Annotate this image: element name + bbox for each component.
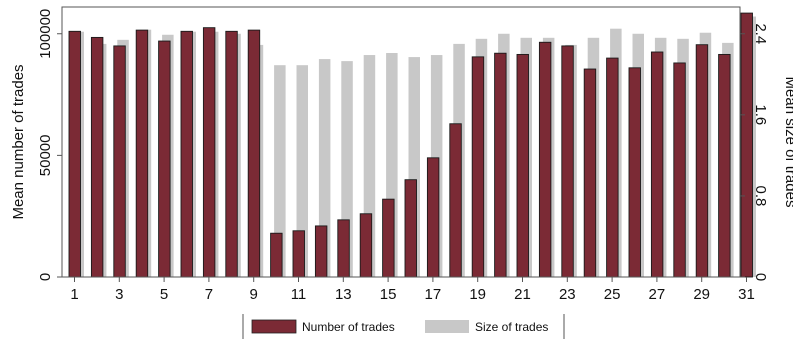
x-tick-label-21: 21	[514, 286, 531, 303]
legend-label-number-of-trades: Number of trades	[302, 320, 395, 334]
bar-number-of-trades-20	[494, 52, 507, 278]
bar-size-of-trades-14	[363, 55, 376, 277]
bar-number-of-trades-19	[471, 56, 485, 278]
bar-number-of-trades-13	[337, 219, 350, 278]
y-left-tick-label-100000: 100000	[37, 9, 54, 59]
bar-number-of-trades-27	[650, 51, 664, 278]
y-right-tick-label-0.8: 0.8	[752, 185, 769, 206]
x-tick-label-27: 27	[649, 286, 666, 303]
bar-number-of-trades-22	[538, 41, 552, 278]
bar-number-of-trades-17	[426, 157, 440, 278]
y-left-tick-label-0: 0	[37, 273, 54, 281]
x-tick-label-13: 13	[335, 286, 352, 303]
y-right-tick-label-1.6: 1.6	[752, 104, 769, 125]
bars-layer	[68, 12, 756, 278]
bar-number-of-trades-7	[202, 27, 216, 278]
bar-number-of-trades-18	[449, 123, 462, 278]
legend-swatch-number-of-trades	[251, 319, 297, 334]
x-tick-label-7: 7	[205, 286, 213, 303]
bar-size-of-trades-11	[296, 65, 308, 278]
bar-number-of-trades-16	[404, 179, 417, 278]
x-tick-label-3: 3	[115, 286, 123, 303]
bar-number-of-trades-10	[270, 232, 283, 278]
bar-size-of-trades-12	[318, 59, 331, 278]
x-tick-label-9: 9	[250, 286, 258, 303]
bar-number-of-trades-5	[158, 40, 171, 278]
bar-number-of-trades-21	[516, 53, 529, 278]
bar-number-of-trades-11	[292, 230, 305, 278]
bar-size-of-trades-10	[274, 65, 286, 278]
legend: Number of trades Size of trades	[242, 314, 565, 339]
x-tick-label-17: 17	[425, 286, 442, 303]
bar-number-of-trades-28	[673, 62, 686, 278]
bar-number-of-trades-14	[359, 213, 373, 278]
y-right-tick-label-0: 0	[752, 273, 769, 281]
x-tick-label-15: 15	[380, 286, 397, 303]
bar-number-of-trades-8	[225, 30, 238, 278]
y-left-tick-label-50000: 50000	[37, 135, 54, 177]
bar-number-of-trades-25	[606, 57, 619, 278]
x-tick-label-1: 1	[70, 286, 78, 303]
bar-number-of-trades-24	[583, 68, 597, 278]
bar-number-of-trades-30	[718, 53, 731, 278]
plot-frame	[61, 6, 741, 278]
bar-number-of-trades-23	[561, 45, 574, 278]
bar-number-of-trades-12	[314, 225, 328, 278]
bar-number-of-trades-1	[68, 30, 81, 278]
bar-number-of-trades-4	[135, 29, 149, 278]
bar-number-of-trades-15	[382, 198, 395, 278]
bar-size-of-trades-16	[408, 57, 420, 277]
bar-number-of-trades-6	[180, 30, 193, 278]
ticks-layer: 1 3 5 7 9 11 13 15 17 19 21 23 25 27 29 310500001000000…	[37, 9, 769, 303]
bar-number-of-trades-9	[247, 29, 261, 278]
x-tick-label-19: 19	[469, 286, 486, 303]
x-tick-label-11: 11	[291, 286, 307, 303]
legend-label-size-of-trades: Size of trades	[475, 320, 548, 334]
bar-number-of-trades-2	[90, 36, 104, 278]
x-tick-label-29: 29	[693, 286, 710, 303]
bar-number-of-trades-3	[113, 45, 126, 278]
bar-number-of-trades-31	[740, 12, 753, 278]
legend-swatch-size-of-trades	[425, 320, 469, 333]
x-tick-label-5: 5	[160, 286, 168, 303]
y-right-tick-label-2.4: 2.4	[752, 23, 769, 44]
x-tick-label-31: 31	[738, 286, 755, 303]
x-tick-label-25: 25	[604, 286, 621, 303]
bar-number-of-trades-26	[628, 67, 641, 278]
x-tick-label-23: 23	[559, 286, 576, 303]
y-left-axis-title: Mean number of trades	[10, 64, 27, 219]
axes-layer	[61, 6, 741, 278]
bar-size-of-trades-13	[341, 61, 353, 278]
bar-number-of-trades-29	[695, 44, 709, 278]
y-right-axis-title: Mean size of trades	[782, 77, 793, 208]
bar-size-of-trades-15	[386, 53, 398, 278]
